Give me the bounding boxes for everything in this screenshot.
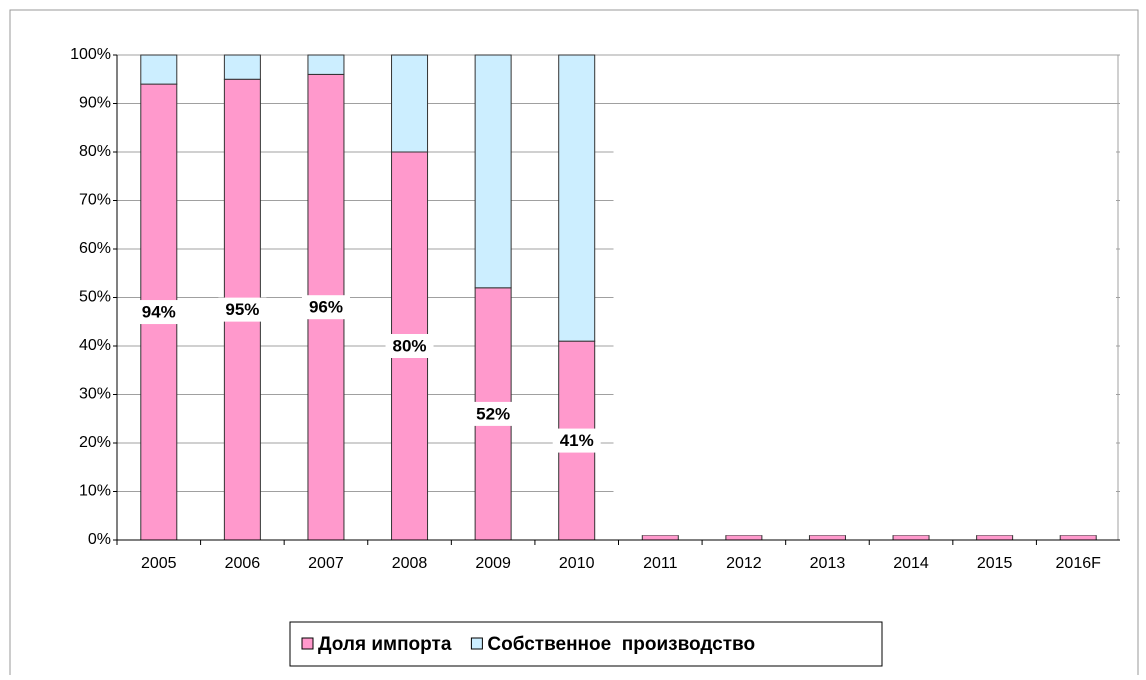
bar-segment [223, 54, 261, 80]
data-label: 80% [393, 336, 427, 355]
bar-segment [474, 54, 512, 289]
masked-bar-fragment [1059, 534, 1097, 541]
y-tick-label: 70% [79, 192, 111, 209]
data-label-bg [218, 297, 267, 322]
masked-bar-fragment [641, 534, 679, 541]
bar-segment [558, 54, 596, 342]
data-label: 96% [309, 298, 343, 317]
x-tick-label: 2016F [1056, 555, 1102, 572]
data-label-bg [134, 300, 183, 325]
masked-region [613, 118, 1116, 536]
masked-bar-fragment [725, 534, 763, 541]
data-label: 52% [476, 404, 510, 423]
y-tick-label: 50% [79, 289, 111, 306]
x-tick-label: 2013 [810, 555, 846, 572]
masked-bar-fragment [976, 534, 1014, 541]
legend-swatch [301, 637, 314, 650]
x-tick-label: 2009 [475, 555, 511, 572]
y-tick-label: 40% [79, 337, 111, 354]
data-label: 94% [142, 303, 176, 322]
y-tick-label: 90% [79, 95, 111, 112]
data-label-bg [301, 295, 350, 320]
y-tick-label: 0% [88, 531, 111, 548]
legend-frame [289, 621, 883, 667]
x-tick-label: 2012 [726, 555, 762, 572]
bar-segment [307, 54, 345, 75]
masked-bar-fragment [892, 534, 930, 541]
data-label: 95% [225, 300, 259, 319]
data-label-bg [385, 334, 434, 358]
bar-segment [140, 54, 178, 85]
x-tick-label: 2007 [308, 555, 344, 572]
bar-segment [391, 54, 429, 153]
labels: 0% 10% 20% 30% 40% 50% 60% 70% 80% 90% 100% 2005 94%… [70, 46, 1120, 572]
x-tick-label: 2015 [977, 555, 1013, 572]
legend-swatch [470, 637, 483, 650]
data-label-bg [552, 428, 601, 453]
y-tick-label: 30% [79, 386, 111, 403]
y-tick-label: 60% [79, 240, 111, 257]
data-label: 41% [560, 431, 594, 450]
x-tick-label: 2005 [141, 555, 177, 572]
y-tick-label: 20% [79, 434, 111, 451]
x-tick-label: 2010 [559, 555, 595, 572]
x-tick-label: 2008 [392, 555, 428, 572]
x-tick-label: 2011 [643, 555, 678, 572]
data-label-bg [469, 401, 518, 426]
legend-label: Доля импорта [318, 634, 452, 655]
y-tick-label: 100% [70, 46, 111, 63]
masked-bar-fragment [808, 534, 846, 541]
x-tick-label: 2006 [225, 555, 261, 572]
y-tick-label: 10% [79, 483, 111, 500]
legend: Доля импорта Собственное производство [289, 621, 883, 667]
y-tick-label: 80% [79, 143, 111, 160]
legend-label: Собственное производство [487, 634, 755, 655]
x-tick-label: 2014 [893, 555, 929, 572]
